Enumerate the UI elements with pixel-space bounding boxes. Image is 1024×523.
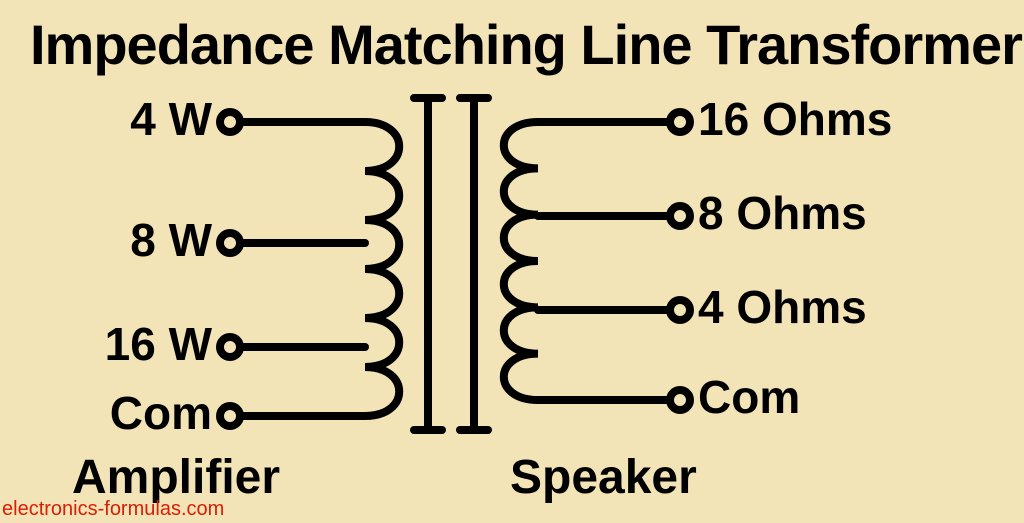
primary-tap-label: 8 W bbox=[130, 213, 212, 267]
primary-tap-label: 4 W bbox=[130, 92, 212, 146]
primary-tap-label: 16 W bbox=[105, 317, 212, 371]
amplifier-label: Amplifier bbox=[72, 450, 280, 505]
secondary-tap-label: 4 Ohms bbox=[698, 280, 867, 334]
secondary-tap-label: 16 Ohms bbox=[698, 92, 892, 146]
speaker-label: Speaker bbox=[510, 450, 697, 505]
primary-tap-label: Com bbox=[110, 386, 212, 440]
secondary-tap-label: Com bbox=[698, 370, 800, 424]
watermark-text: electronics-formulas.com bbox=[2, 498, 224, 521]
secondary-tap-label: 8 Ohms bbox=[698, 186, 867, 240]
